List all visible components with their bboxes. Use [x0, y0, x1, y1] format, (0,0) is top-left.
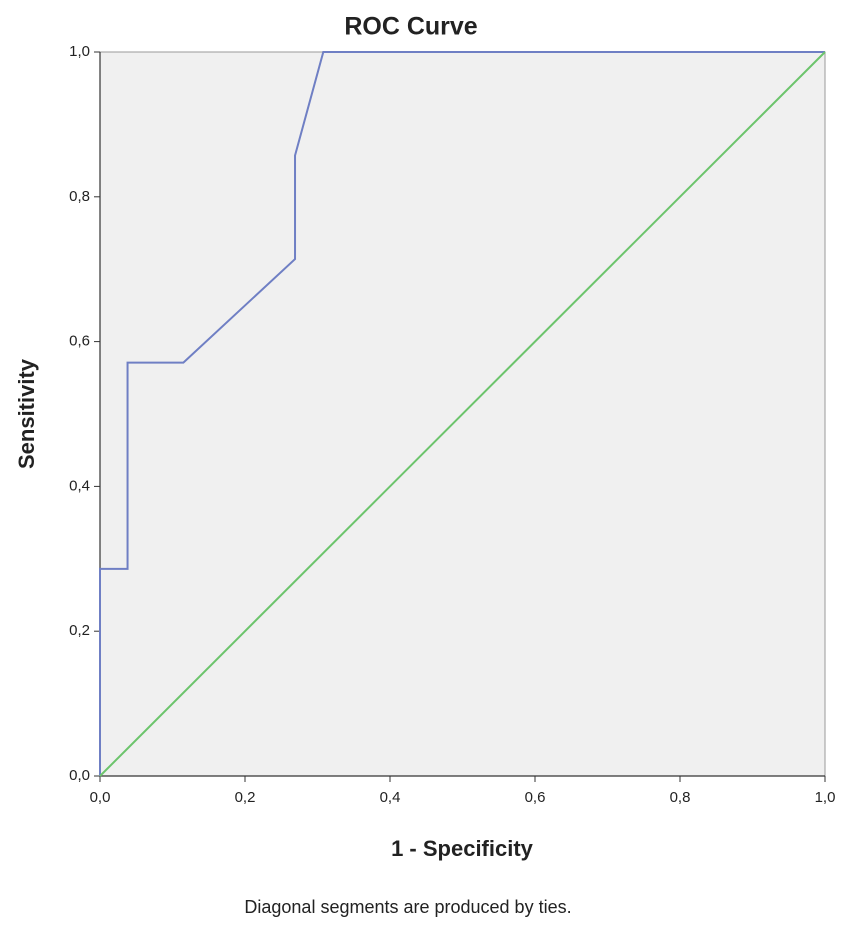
y-tick-label: 0,6 [69, 333, 90, 350]
series-line [99, 51, 826, 777]
x-tick-label: 0,0 [90, 789, 111, 806]
y-tick-label: 1,0 [69, 43, 90, 60]
y-tick-label: 0,2 [69, 622, 90, 639]
chart-title: ROC Curve [344, 13, 477, 41]
series-line [99, 51, 825, 776]
footnote: Diagonal segments are produced by ties. [244, 897, 571, 917]
y-tick-label: 0,0 [69, 767, 90, 784]
x-tick-label: 1,0 [815, 789, 836, 806]
x-tick-label: 0,8 [670, 789, 691, 806]
y-axis-title: Sensitivity [14, 358, 39, 469]
x-axis-title: 1 - Specificity [391, 836, 534, 861]
y-tick-label: 0,8 [69, 188, 90, 205]
y-tick-label: 0,4 [69, 477, 90, 494]
x-tick-label: 0,4 [380, 789, 401, 806]
x-tick-label: 0,2 [235, 789, 256, 806]
x-tick-label: 0,6 [525, 789, 546, 806]
